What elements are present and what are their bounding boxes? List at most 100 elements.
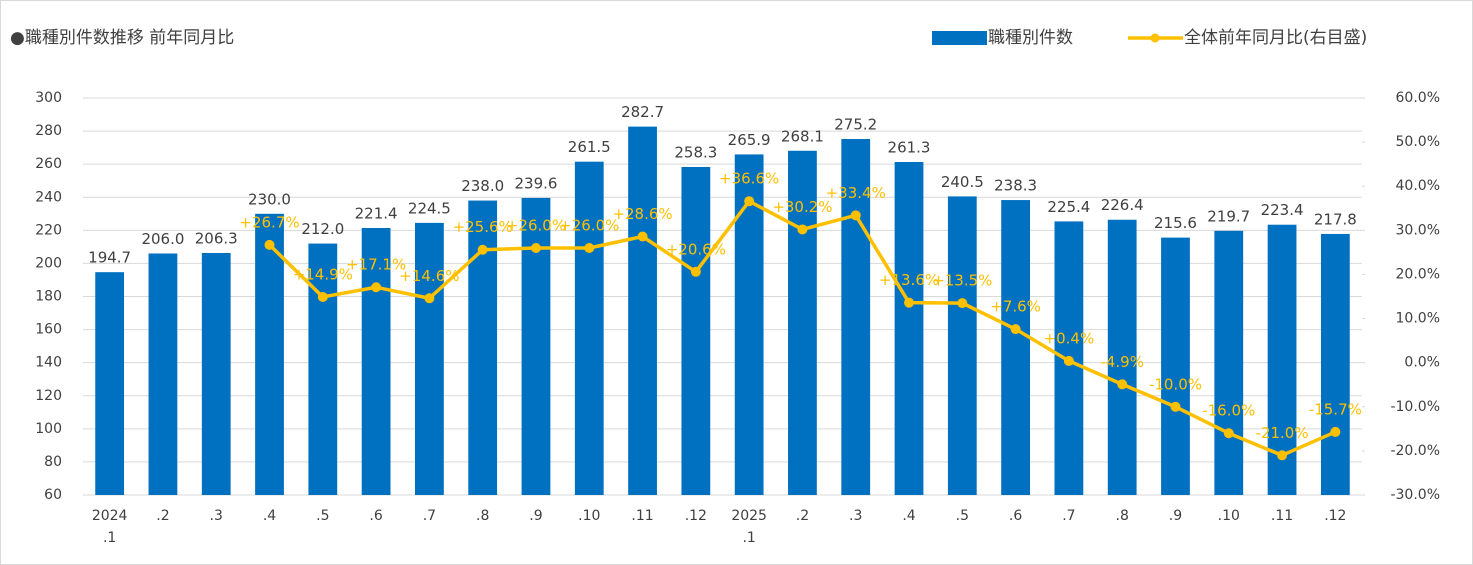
line-value-label: +26.7% [239,213,299,231]
line-value-label: -16.0% [1202,402,1255,420]
bar-value-label: 219.7 [1207,207,1250,225]
line-point [1170,401,1181,412]
line-point [1330,426,1341,437]
y2-tick-label: 30.0% [1396,222,1440,238]
bar [628,126,657,496]
line-point [690,266,701,277]
line-point [317,291,328,302]
bar-value-label: 258.3 [674,143,717,161]
bar-value-label: 261.5 [568,138,611,156]
legend-label: 職種別件数 [988,28,1073,48]
y2-tick-label: -20.0% [1390,443,1440,459]
line-point [1010,324,1021,335]
y-tick-label: 180 [35,289,62,305]
line-value-label: -15.7% [1309,400,1362,418]
legend-swatch-point [1150,33,1160,43]
y-tick-label: 200 [35,255,62,271]
bar-value-label: 265.9 [728,131,771,149]
bar-value-label: 224.5 [408,199,451,217]
line-value-label: -21.0% [1256,424,1309,442]
line-point [797,224,808,235]
bar [681,166,711,495]
line-value-label: +26.0% [506,216,566,234]
x-tick-label: .4 [902,508,916,524]
y-tick-label: 220 [35,222,62,238]
bar [521,197,551,495]
y-tick-label: 100 [35,421,62,437]
x-tick-label: .2 [156,508,170,524]
y2-tick-label: 0.0% [1404,355,1440,371]
line-point [1277,450,1288,461]
x-tick-label: .12 [1324,508,1347,524]
y-tick-label: 60 [44,487,62,503]
legend-swatch [932,31,987,45]
x-tick-label: 2025 .1 [731,508,767,546]
x-tick-label: .3 [209,508,223,524]
x-tick-label: .6 [1008,508,1023,524]
line-value-label: +7.6% [990,298,1041,316]
x-tick-label: .11 [1270,508,1294,524]
bar-value-label: 223.4 [1261,201,1304,219]
x-tick-label: .10 [578,508,601,524]
bar-value-label: 238.3 [994,177,1037,195]
line-value-label: +26.0% [559,216,619,234]
bar [1001,200,1030,496]
bar [95,272,125,495]
line-value-label: +13.6% [879,271,939,289]
y-tick-label: 120 [35,388,62,404]
x-tick-label: .7 [422,508,437,524]
bar [201,252,231,495]
y2-tick-label: -10.0% [1390,399,1440,415]
bar-value-label: 194.7 [88,249,131,267]
bar [1320,233,1350,495]
bar-value-label: 240.5 [941,173,984,191]
y2-tick-label: 20.0% [1396,266,1440,282]
bar-value-label: 238.0 [461,177,504,195]
bar-value-label: 226.4 [1101,196,1144,214]
line-value-label: -4.9% [1100,353,1144,371]
line-value-label: +25.6% [453,218,513,236]
y-tick-label: 240 [35,189,62,205]
line-value-label: +33.4% [826,184,886,202]
line-value-label: +14.9% [293,265,353,283]
line-point [424,293,435,304]
bar-value-label: 225.4 [1047,198,1090,216]
bar [894,162,924,496]
y2-tick-label: 10.0% [1396,311,1440,327]
bar-value-label: 275.2 [834,116,877,134]
line-point [584,242,595,253]
x-tick-label: .3 [849,508,863,524]
x-tick-label: 2024 .1 [91,508,128,546]
bar-value-label: 206.0 [141,230,184,248]
bar-value-label: 206.3 [195,229,238,247]
line-point [1063,355,1074,366]
chart-title: ●職種別件数推移 前年同月比 [10,28,234,48]
y-tick-label: 140 [35,355,62,371]
line-point [530,242,541,253]
y-tick-label: 160 [35,322,62,338]
x-tick-label: .10 [1217,508,1240,524]
y2-tick-label: 50.0% [1396,134,1440,150]
x-tick-label: .7 [1062,508,1076,524]
y2-tick-label: 60.0% [1396,90,1440,106]
bar-value-label: 239.6 [515,174,558,192]
line-point [264,239,275,250]
bar-value-label: 261.3 [888,139,931,157]
y2-tick-label: 40.0% [1396,178,1440,194]
bar [841,139,871,496]
line-value-label: +17.1% [346,256,406,274]
x-tick-label: .9 [1168,508,1183,524]
x-tick-label: .4 [262,508,277,524]
bar [788,150,817,495]
bar [468,200,498,495]
x-tick-label: .5 [316,508,330,524]
bar [361,228,391,495]
x-tick-label: .6 [369,508,383,524]
line-value-label: -10.0% [1149,375,1202,393]
bar [947,196,977,495]
x-tick-label: .12 [684,508,707,524]
line-point [850,210,861,221]
line-point [1117,379,1128,390]
bar-value-label: 217.8 [1314,210,1357,228]
